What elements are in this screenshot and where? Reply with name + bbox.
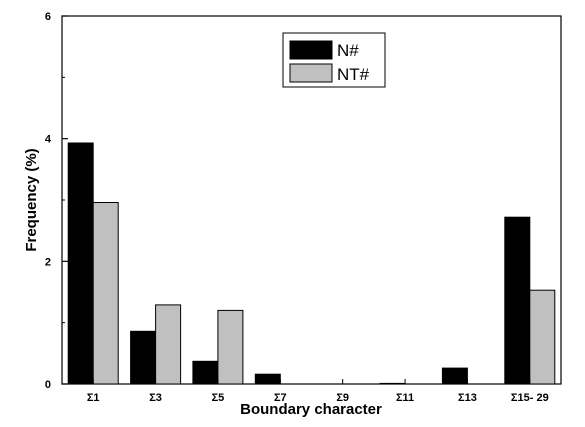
bar-nt-1	[155, 304, 182, 385]
bar-n-6	[441, 367, 468, 385]
x-tick-label: Σ11	[396, 392, 414, 404]
y-tick-label: 4	[45, 134, 52, 146]
y-axis: 0 2 4 6	[45, 11, 68, 391]
bar-n-1	[130, 330, 157, 385]
bar-n-7	[504, 216, 531, 385]
x-tick-label: Σ1	[87, 392, 100, 404]
bars-group	[67, 142, 556, 385]
y-tick-label: 6	[45, 11, 51, 23]
y-tick-label: 2	[45, 256, 51, 268]
legend-swatch-nt	[289, 63, 333, 83]
legend-label-nt: NT#	[337, 65, 370, 84]
bar-nt-7	[529, 289, 556, 385]
bar-n-3	[254, 373, 281, 385]
x-axis: Σ1 Σ3 Σ5 Σ7 Σ9 Σ11 Σ13 Σ15- 29	[87, 379, 549, 404]
x-tick-label: Σ7	[274, 392, 287, 404]
x-axis-title: Boundary character	[240, 401, 382, 418]
x-tick-label: Σ15- 29	[511, 392, 549, 404]
bar-nt-0	[92, 202, 119, 385]
legend-label-n: N#	[337, 41, 359, 60]
bar-n-5	[379, 382, 406, 385]
y-tick-label: 0	[45, 379, 51, 391]
x-tick-label: Σ3	[149, 392, 162, 404]
legend-swatch-n	[289, 40, 333, 60]
bar-n-0	[67, 142, 94, 385]
bar-nt-2	[217, 309, 244, 385]
bar-n-2	[192, 360, 219, 385]
legend: N# NT#	[282, 32, 386, 88]
y-axis-title: Frequency (%)	[23, 148, 40, 251]
x-tick-label: Σ9	[336, 392, 349, 404]
x-tick-label: Σ13	[458, 392, 477, 404]
x-tick-label: Σ5	[212, 392, 225, 404]
